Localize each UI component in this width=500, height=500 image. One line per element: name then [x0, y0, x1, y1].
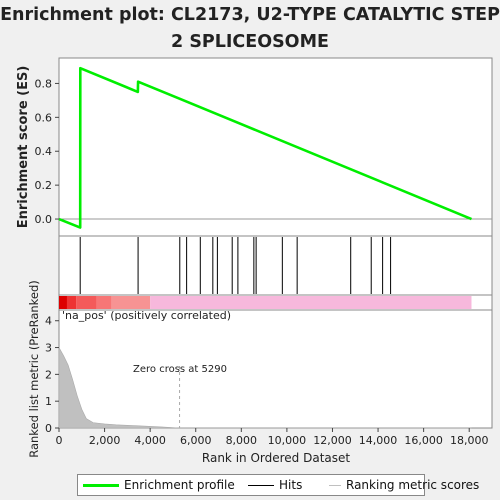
- metric-ytick-label-4: 4: [45, 315, 52, 328]
- legend-metric-swatch: [329, 485, 341, 486]
- xtick-label-6: 12,000: [313, 434, 352, 447]
- metric-layer: [58, 346, 472, 429]
- chart-title: Enrichment plot: CL2173, U2-TYPE CATALYT…: [0, 5, 500, 52]
- band-segment-5: [150, 296, 472, 309]
- es-ytick-label-1: 0.2: [35, 179, 53, 192]
- xtick-label-4: 8,000: [226, 434, 258, 447]
- xtick-label-2: 4,000: [134, 434, 166, 447]
- correlation-label: 'na_pos' (positively correlated): [62, 309, 231, 322]
- xtick-label-7: 14,000: [359, 434, 398, 447]
- hits-panel-frame: [58, 235, 493, 296]
- xtick-label-8: 16,000: [404, 434, 443, 447]
- xtick-label-0: 0: [56, 434, 63, 447]
- metric-ytick-label-1: 1: [45, 395, 52, 408]
- es-ytick-label-4: 0.8: [35, 77, 53, 90]
- es-axis-label: Enrichment score (ES): [16, 66, 31, 229]
- es-series-line-0: [58, 66, 472, 229]
- es-ytick-label-3: 0.6: [35, 111, 53, 124]
- color-band-layer: [59, 296, 472, 309]
- legend-es-swatch: [83, 484, 119, 487]
- metric-ytick-label-0: 0: [45, 422, 52, 435]
- xtick-label-1: 2,000: [89, 434, 121, 447]
- xtick-label-3: 6,000: [180, 434, 212, 447]
- hits-layer: [79, 237, 392, 294]
- es-panel-frame: [58, 57, 493, 237]
- metric-panel-frame: [58, 309, 493, 429]
- band-segment-0: [59, 296, 67, 309]
- legend-hits-label: Hits: [279, 478, 303, 492]
- band-segment-2: [76, 296, 97, 309]
- metric-ytick-label-2: 2: [45, 368, 52, 381]
- legend-metric-label: Ranking metric scores: [346, 478, 480, 492]
- band-segment-3: [96, 296, 112, 309]
- es-ytick-label-2: 0.4: [35, 145, 53, 158]
- legend-es-label: Enrichment profile: [124, 478, 235, 492]
- axes-layer: 0.0 0.2 0.4 0.6 0.8 0 1 2 3 4 0 2,000 4,000 6,000 8,00…: [35, 77, 489, 447]
- zero-cross-label: Zero cross at 5290: [133, 364, 227, 375]
- band-segment-4: [111, 296, 151, 309]
- legend-hits-swatch: [248, 485, 274, 486]
- xtick-label-5: 10,000: [268, 434, 307, 447]
- metric-axis-label: Ranked list metric (PreRanked): [27, 280, 41, 458]
- metric-ytick-label-3: 3: [45, 342, 52, 355]
- metric-area: [58, 346, 472, 429]
- legend: Enrichment profile Hits Ranking metric s…: [77, 474, 479, 496]
- xtick-label-9: 18,000: [450, 434, 489, 447]
- es-ytick-label-0: 0.0: [35, 213, 53, 226]
- es-layer: [58, 66, 492, 229]
- band-segment-1: [66, 296, 77, 309]
- x-axis-label: Rank in Ordered Dataset: [202, 451, 350, 465]
